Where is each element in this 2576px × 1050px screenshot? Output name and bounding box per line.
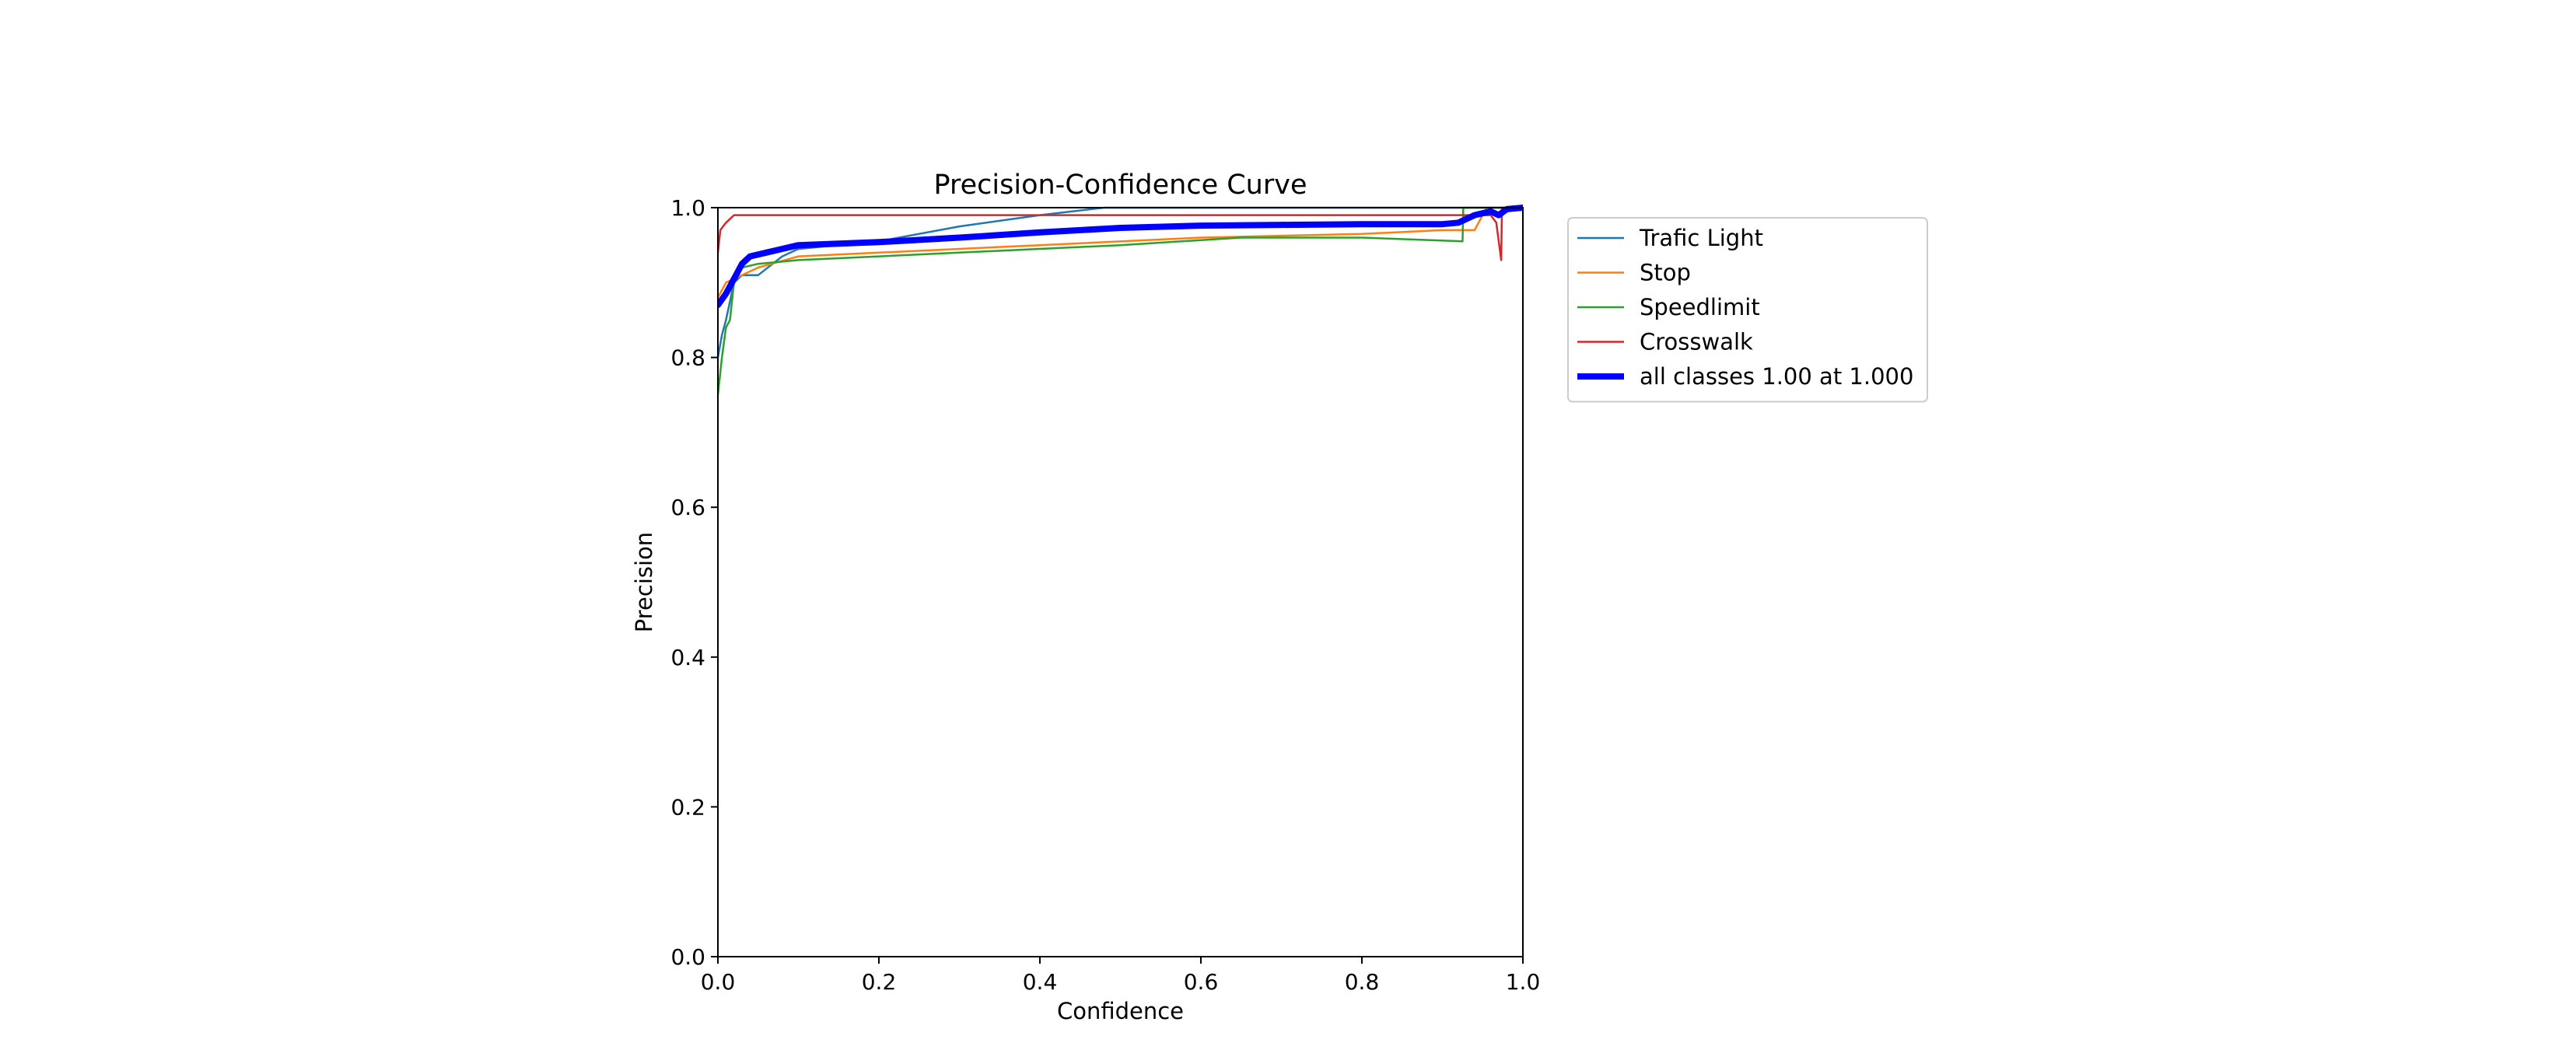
legend-box bbox=[1567, 217, 1928, 403]
x-tick-label: 0.4 bbox=[1023, 969, 1058, 995]
legend-label: Trafic Light bbox=[1639, 225, 1763, 251]
chart-title: Precision-Confidence Curve bbox=[934, 170, 1307, 201]
axes: 0.0 0.2 0.4 0.6 0.8 1.0 0.0 0.2 0.4 0.6 0.8 1.0 bbox=[670, 195, 1540, 995]
y-tick-label: 1.0 bbox=[670, 195, 705, 221]
legend-label: Stop bbox=[1640, 260, 1691, 286]
y-tick-label: 0.2 bbox=[670, 794, 705, 820]
x-tick-label: 0.0 bbox=[701, 969, 736, 995]
series-line-2 bbox=[718, 206, 1523, 397]
x-tick-label: 1.0 bbox=[1506, 969, 1541, 995]
y-tick-label: 0.4 bbox=[670, 645, 705, 670]
y-tick-label: 0.0 bbox=[670, 944, 705, 970]
y-tick-label: 0.6 bbox=[670, 495, 705, 520]
x-tick-label: 0.2 bbox=[862, 969, 897, 995]
x-tick-label: 0.6 bbox=[1184, 969, 1219, 995]
y-tick-label: 0.8 bbox=[670, 345, 705, 371]
plot-frame bbox=[717, 207, 1524, 957]
series-line-4 bbox=[718, 205, 1523, 309]
x-axis-label: Confidence bbox=[1057, 998, 1184, 1024]
legend: Trafic Light Stop Speedlimit Crosswalk all c… bbox=[1567, 217, 1928, 403]
series-lines bbox=[718, 205, 1523, 397]
legend-label: Speedlimit bbox=[1640, 294, 1760, 320]
y-axis-label: Precision bbox=[631, 532, 657, 632]
plot-area bbox=[718, 205, 1523, 397]
legend-label: all classes 1.00 at 1.000 bbox=[1640, 363, 1913, 390]
series-line-3 bbox=[718, 206, 1523, 261]
x-tick-label: 0.8 bbox=[1345, 969, 1380, 995]
legend-label: Crosswalk bbox=[1640, 329, 1753, 355]
